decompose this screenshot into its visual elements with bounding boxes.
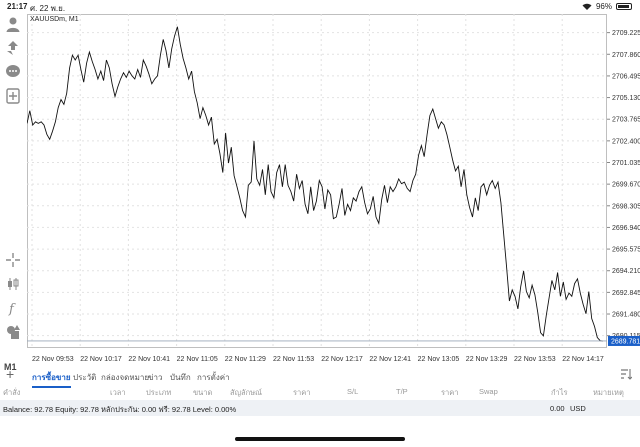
- x-tick-label: 22 Nov 13:53: [514, 356, 556, 363]
- col-price[interactable]: ราคา: [293, 388, 311, 397]
- left-toolbar: f M1: [0, 14, 26, 374]
- crosshair-icon[interactable]: [5, 252, 21, 268]
- x-tick-label: 22 Nov 10:41: [128, 356, 170, 363]
- tab-journal[interactable]: บันทึก: [170, 373, 191, 382]
- y-tick-label: 2692.845: [612, 290, 640, 297]
- col-sl[interactable]: S/L: [347, 387, 359, 396]
- current-price-badge: [608, 335, 640, 346]
- y-tick-label: 2691.480: [612, 312, 640, 319]
- wifi-icon: [582, 3, 592, 10]
- price-line: [27, 26, 604, 342]
- objects-icon[interactable]: [5, 324, 21, 340]
- tab-mailbox[interactable]: กล่องจดหมาย: [101, 373, 150, 382]
- candles-icon[interactable]: [5, 276, 21, 292]
- y-tick-label: 2701.035: [612, 160, 640, 167]
- chart-frame: [27, 14, 607, 348]
- y-tick-label: 2694.210: [612, 268, 640, 275]
- battery-icon: [616, 3, 632, 10]
- balance-bar: Balance: 92.78 Equity: 92.78 หลักประกัน:…: [0, 400, 640, 416]
- x-tick-label: 22 Nov 12:17: [321, 356, 363, 363]
- x-tick-label: 22 Nov 11:53: [273, 356, 314, 363]
- person-icon[interactable]: [5, 16, 21, 32]
- y-tick-label: 2702.400: [612, 138, 640, 145]
- chart-symbol-label: XAUUSDm, M1: [30, 16, 79, 23]
- balance-text: Balance: 92.78 Equity: 92.78 หลักประกัน:…: [3, 405, 237, 414]
- col-current-price[interactable]: ราคา: [441, 388, 459, 397]
- y-tick-label: 2706.495: [612, 73, 640, 80]
- x-tick-label: 22 Nov 11:29: [225, 356, 266, 363]
- current-price-label: 2689.781: [611, 338, 640, 345]
- terminal-tabs: + การซื้อขาย ประวัติ กล่องจดหมาย ข่าว บั…: [0, 366, 640, 388]
- y-tick-label: 2705.130: [612, 95, 640, 102]
- y-tick-label: 2703.765: [612, 117, 640, 124]
- x-tick-label: 22 Nov 14:17: [562, 356, 604, 363]
- col-order[interactable]: คำสั่ง: [3, 388, 21, 397]
- status-time: 21:17: [7, 2, 28, 11]
- function-icon[interactable]: f: [5, 300, 21, 316]
- y-tick-label: 2707.860: [612, 52, 640, 59]
- x-tick-label: 22 Nov 09:53: [32, 356, 74, 363]
- timeframe-label[interactable]: M1: [4, 362, 17, 372]
- col-swap[interactable]: Swap: [479, 387, 498, 396]
- y-tick-label: 2696.940: [612, 225, 640, 232]
- x-tick-label: 22 Nov 13:05: [418, 356, 460, 363]
- home-indicator: [235, 437, 405, 441]
- sort-icon[interactable]: [620, 368, 632, 380]
- tab-trade[interactable]: การซื้อขาย: [32, 371, 71, 388]
- y-tick-label: 2695.575: [612, 247, 640, 254]
- status-right: 96%: [582, 2, 632, 11]
- x-tick-label: 22 Nov 13:29: [466, 356, 508, 363]
- battery-percent: 96%: [595, 2, 612, 11]
- svg-text:f: f: [8, 302, 16, 316]
- x-tick-label: 22 Nov 12:41: [369, 356, 411, 363]
- x-tick-label: 22 Nov 11:05: [177, 356, 218, 363]
- col-comment[interactable]: หมายเหตุ: [593, 388, 624, 397]
- add-indicator-icon[interactable]: [5, 88, 21, 104]
- col-type[interactable]: ประเภท: [146, 388, 172, 397]
- col-volume[interactable]: ขนาด: [193, 388, 213, 397]
- account-currency: USD: [570, 404, 586, 413]
- col-tp[interactable]: T/P: [396, 387, 408, 396]
- x-tick-label: 22 Nov 10:17: [80, 356, 122, 363]
- tab-news[interactable]: ข่าว: [148, 373, 163, 382]
- trade-arrows-icon[interactable]: [5, 40, 21, 56]
- price-chart[interactable]: 2709.225 2707.860 2706.495 2705.130 2703.765…: [27, 14, 640, 366]
- plus-icon[interactable]: +: [6, 366, 15, 382]
- y-tick-label: 2709.225: [612, 30, 640, 37]
- y-tick-label: 2699.670: [612, 182, 640, 189]
- col-profit[interactable]: กำไร: [551, 388, 568, 397]
- order-column-headers: คำสั่ง เวลา ประเภท ขนาด สัญลักษณ์ ราคา S…: [0, 385, 640, 397]
- col-symbol[interactable]: สัญลักษณ์: [230, 388, 263, 397]
- tab-history[interactable]: ประวัติ: [73, 373, 97, 382]
- total-profit: 0.00: [550, 404, 565, 413]
- chat-icon[interactable]: [5, 64, 21, 80]
- col-time[interactable]: เวลา: [110, 388, 126, 397]
- chart-svg[interactable]: 2709.225 2707.860 2706.495 2705.130 2703.765…: [27, 14, 640, 366]
- y-tick-label: 2698.305: [612, 203, 640, 210]
- status-bar: 21:17 ศ. 22 พ.ย. 96%: [0, 0, 640, 14]
- status-date: ศ. 22 พ.ย.: [30, 4, 66, 13]
- tab-settings[interactable]: การตั้งค่า: [197, 373, 230, 382]
